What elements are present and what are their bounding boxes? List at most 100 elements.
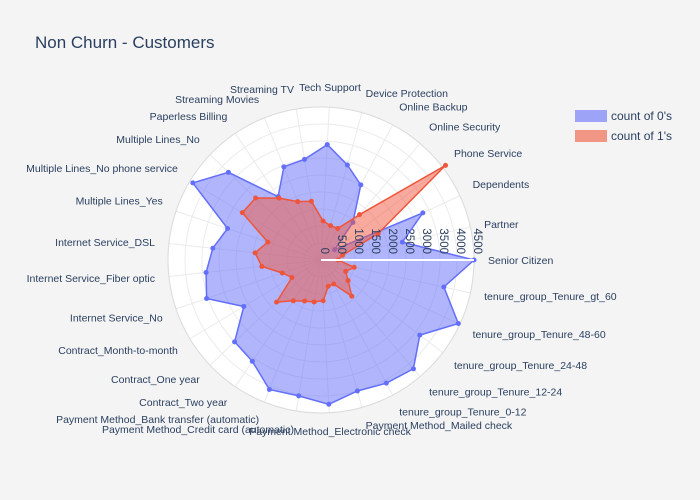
radar-series xyxy=(190,142,477,407)
category-label: Payment Method_Electronic check xyxy=(249,426,411,438)
series-1-point xyxy=(345,278,351,284)
radial-tick-label: 1000 xyxy=(352,228,364,254)
series-1-point xyxy=(340,252,346,258)
legend-swatch-series-0 xyxy=(575,110,607,122)
category-label: Payment Method_Bank transfer (automatic) xyxy=(56,414,259,426)
series-1-point xyxy=(265,239,271,245)
category-label: tenure_group_Tenure_24-48 xyxy=(454,360,587,372)
series-1-point xyxy=(320,218,326,224)
category-label: tenure_group_Tenure_12-24 xyxy=(429,386,562,398)
category-label: Multiple Lines_No phone service xyxy=(26,163,178,175)
category-label: Internet Service_DSL xyxy=(55,237,155,249)
series-0-point xyxy=(354,388,360,394)
series-1-point xyxy=(290,298,296,304)
category-label: Online Security xyxy=(429,122,501,134)
radial-tick-label: 2000 xyxy=(386,228,398,254)
series-0-point xyxy=(455,321,461,327)
series-1-point xyxy=(239,210,245,216)
legend-swatch-series-1 xyxy=(575,130,607,142)
category-label: Online Backup xyxy=(399,101,467,113)
series-1-point xyxy=(259,263,265,269)
series-0-point xyxy=(225,169,231,175)
series-1-point xyxy=(375,231,381,237)
series-0-point xyxy=(383,380,389,386)
series-1-point xyxy=(357,212,363,218)
category-label: Tech Support xyxy=(299,82,361,94)
category-label: Contract_Month-to-month xyxy=(58,345,178,357)
radial-tick-label: 4000 xyxy=(454,228,466,254)
series-0-point xyxy=(190,180,196,186)
series-0-point xyxy=(324,142,330,148)
series-1-area xyxy=(241,164,447,303)
series-0-point xyxy=(241,303,247,309)
category-label: tenure_group_Tenure_0-12 xyxy=(399,407,526,419)
series-0-point xyxy=(204,296,210,302)
series-0-point xyxy=(410,366,416,372)
series-1-point xyxy=(443,162,449,168)
radial-tick-label: 0 xyxy=(318,248,330,254)
series-0-point xyxy=(210,245,216,251)
radial-axis: 0 500 1000 1500 2000 2500 3000 3500 4000 4500 xyxy=(318,228,483,261)
category-label: Device Protection xyxy=(366,88,448,100)
category-labels: Senior Citizen Partner Dependents Phone Ser… xyxy=(26,82,617,438)
category-label: Payment Method_Credit card (automatic) xyxy=(102,424,294,436)
radial-tick-label: 2500 xyxy=(403,228,415,254)
series-0-point xyxy=(232,339,238,345)
series-1-point xyxy=(335,225,341,231)
series-0-point xyxy=(344,162,350,168)
radial-tick-label: 4500 xyxy=(471,228,483,254)
category-label: Partner xyxy=(484,219,519,231)
series-0-point xyxy=(358,182,364,188)
series-0-point xyxy=(281,164,287,170)
series-1-point xyxy=(343,268,349,274)
legend: count of 0's count of 1's xyxy=(575,106,672,146)
category-label: Streaming TV xyxy=(230,84,294,96)
series-1-point xyxy=(351,264,357,270)
series-0-point xyxy=(203,269,209,275)
series-1-point xyxy=(274,299,280,305)
series-1-point xyxy=(349,293,355,299)
series-1-point xyxy=(276,195,282,201)
series-0-point xyxy=(249,358,255,364)
series-1-point xyxy=(308,198,314,204)
series-1-point xyxy=(311,299,317,305)
series-0-point xyxy=(326,401,332,407)
series-0-point xyxy=(225,226,231,232)
category-label: Internet Service_No xyxy=(70,312,163,324)
legend-label-series-0: count of 0's xyxy=(611,109,672,123)
category-label: tenure_group_Tenure_48-60 xyxy=(473,329,606,341)
legend-label-series-1: count of 1's xyxy=(611,129,672,143)
series-0-point xyxy=(399,239,405,245)
series-1-point xyxy=(253,195,259,201)
legend-item-series-1[interactable]: count of 1's xyxy=(575,126,672,146)
category-label: Payment Method_Mailed check xyxy=(366,420,513,432)
series-1-point xyxy=(302,298,308,304)
series-1-point xyxy=(289,275,295,281)
category-label: Dependents xyxy=(473,179,530,191)
radial-tick-label: 1500 xyxy=(369,228,381,254)
category-label: Senior Citizen xyxy=(488,255,554,267)
category-label: Contract_One year xyxy=(111,374,200,386)
series-1-point xyxy=(325,283,331,289)
series-0-point xyxy=(441,284,447,290)
series-1-point xyxy=(252,250,258,256)
legend-item-series-0[interactable]: count of 0's xyxy=(575,106,672,126)
series-1-point xyxy=(320,298,326,304)
category-label: Multiple Lines_No xyxy=(116,134,200,146)
series-0-point xyxy=(417,332,423,338)
radial-tick-label: 500 xyxy=(335,235,347,254)
series-0-point xyxy=(296,393,302,399)
series-0-point xyxy=(301,156,307,162)
category-label: Multiple Lines_Yes xyxy=(76,196,163,208)
series-1-point xyxy=(331,281,337,287)
radial-tick-label: 3500 xyxy=(437,228,449,254)
category-label: Contract_Two year xyxy=(139,397,228,409)
category-label: Internet Service_Fiber optic xyxy=(27,273,155,285)
series-1-point xyxy=(328,223,334,229)
chart-title: Non Churn - Customers xyxy=(35,33,215,52)
series-1-point xyxy=(295,199,301,205)
series-0-point xyxy=(420,210,426,216)
series-1-point xyxy=(279,270,285,276)
category-label: tenure_group_Tenure_gt_60 xyxy=(484,291,617,303)
